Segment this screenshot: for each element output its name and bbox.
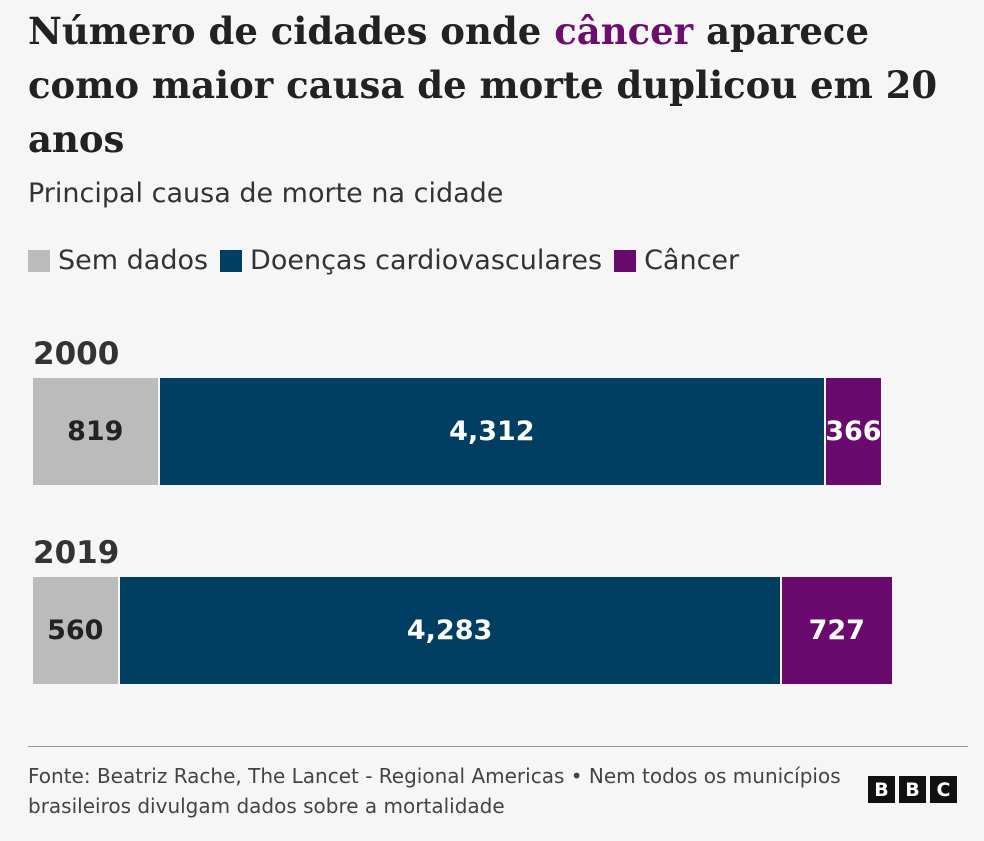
category-label: 2000	[33, 336, 120, 372]
legend-swatch	[614, 249, 637, 272]
logo-letter: C	[930, 776, 957, 803]
legend: Sem dados Doenças cardiovasculares Câncer	[28, 245, 751, 276]
bar-value-label: 4,312	[449, 416, 535, 447]
bar-segment: 819	[33, 378, 160, 485]
logo-letter: B	[899, 776, 926, 803]
title-part: câncer	[554, 9, 694, 53]
bar-segment: 560	[33, 577, 120, 684]
legend-label: Câncer	[644, 245, 740, 276]
legend-label: Sem dados	[58, 245, 209, 276]
bar-segment: 727	[781, 577, 894, 684]
legend-swatch	[28, 249, 50, 272]
chart-subtitle: Principal causa de morte na cidade	[28, 178, 504, 209]
footer-rule	[28, 746, 968, 747]
legend-item: Sem dados	[28, 245, 208, 276]
bar-value-label: 4,283	[406, 615, 493, 646]
chart-title: Número de cidades onde câncer aparece co…	[28, 4, 968, 166]
bar-value-label: 819	[67, 416, 124, 447]
title-part: aparece como maior causa de morte duplic…	[28, 9, 938, 161]
legend-item: Câncer	[614, 245, 739, 276]
plot-area: 2000 819 4,312 366 2019 560 4,283 727	[33, 336, 894, 684]
title-part: Número de cidades onde	[28, 9, 542, 53]
source-note: Fonte: Beatriz Rache, The Lancet - Regio…	[28, 764, 841, 818]
bar-segment: 366	[825, 378, 883, 485]
legend-swatch	[220, 249, 243, 272]
category-label: 2019	[33, 535, 120, 571]
bar-segment: 4,283	[119, 577, 782, 684]
bar-value-label: 727	[808, 615, 865, 646]
legend-item: Doenças cardiovasculares	[220, 245, 602, 276]
bar-value-label: 560	[47, 615, 104, 646]
logo-letter: B	[868, 776, 895, 803]
legend-label: Doenças cardiovasculares	[250, 245, 603, 276]
bar-value-label: 366	[825, 416, 882, 447]
bar-segment: 4,312	[159, 378, 827, 485]
